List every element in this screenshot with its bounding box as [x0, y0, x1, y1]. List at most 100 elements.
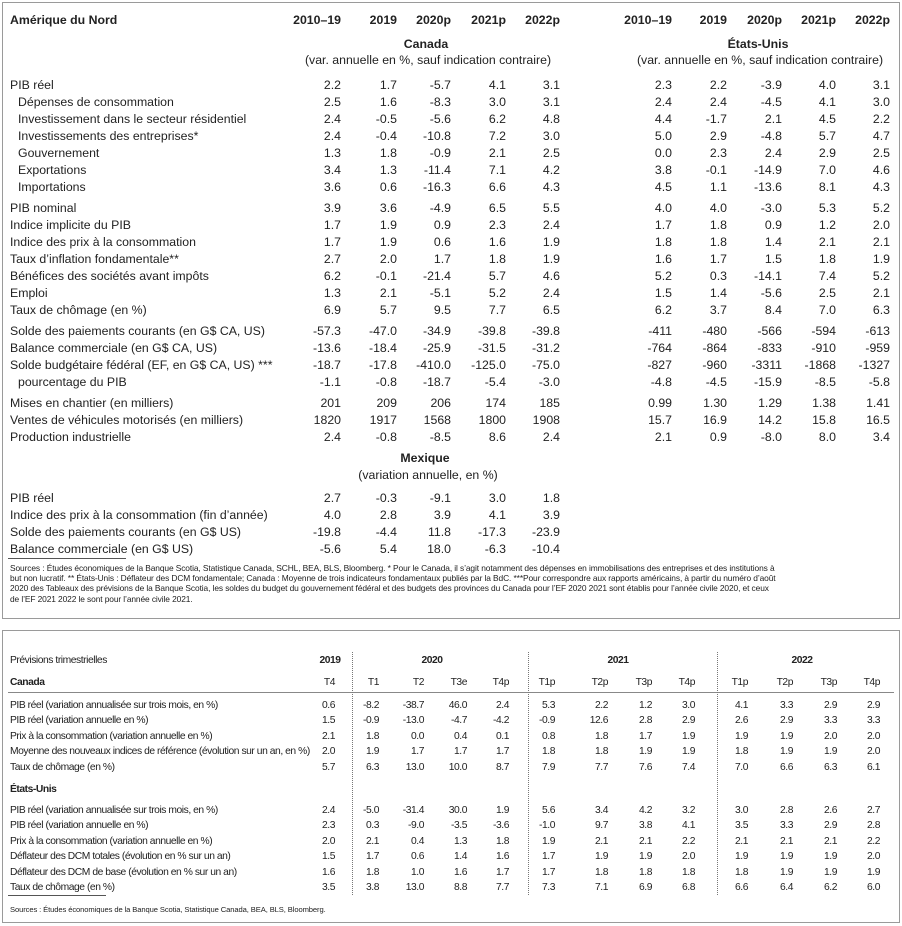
cell: 6.3 — [824, 761, 837, 773]
cell: 4.8 — [542, 112, 560, 126]
cell: 2.9 — [824, 820, 837, 832]
cell: 1.9 — [824, 746, 837, 758]
header-rule — [8, 692, 894, 693]
cell: -18.7 — [312, 358, 341, 372]
cell: 1.8 — [595, 866, 608, 878]
cell: -613 — [865, 324, 890, 338]
cell: 1.5 — [322, 715, 335, 727]
cell: -5.4 — [484, 375, 506, 389]
cell: 3.8 — [639, 820, 652, 832]
cell: 15.7 — [648, 413, 672, 427]
cell: -827 — [647, 358, 672, 372]
cell: 30.0 — [448, 805, 468, 816]
quarterly-table-frame — [2, 630, 900, 923]
cell: 7.0 — [818, 303, 836, 317]
cell: 3.3 — [780, 700, 793, 711]
cell: 1.9 — [379, 218, 397, 232]
cell: -566 — [757, 324, 782, 338]
cell: 185 — [539, 396, 560, 410]
cell: 4.5 — [654, 180, 672, 194]
cell: 6.1 — [867, 761, 880, 773]
cell: 1.9 — [379, 235, 397, 249]
footnote: Sources : Études économiques de la Banqu… — [10, 563, 776, 604]
cell: -833 — [757, 341, 782, 355]
row-label: PIB réel — [10, 78, 54, 92]
cell: -14.9 — [753, 163, 782, 177]
cell: 1.5 — [322, 851, 335, 863]
row-label: Déflateur des DCM totales (évolution en … — [10, 851, 231, 863]
cell: 0.6 — [433, 235, 451, 249]
cell: 8.4 — [764, 303, 782, 317]
row-label: Ventes de véhicules motorisés (en millie… — [10, 413, 244, 427]
cell: -1327 — [858, 358, 890, 372]
cell: 2.1 — [322, 730, 335, 742]
cell: 2.2 — [872, 112, 890, 126]
cell: -9.0 — [408, 820, 424, 832]
cell: 2.3 — [488, 218, 506, 232]
cell: 7.0 — [735, 761, 748, 773]
column-header: T1 — [367, 677, 380, 688]
cell: 1.9 — [872, 252, 890, 266]
row-label: PIB réel (variation annualisée sur trois… — [10, 700, 218, 711]
cell: -31.4 — [402, 805, 425, 816]
cell: 1.9 — [366, 746, 379, 758]
cell: 0.9 — [709, 430, 727, 444]
cell: 1568 — [423, 413, 451, 427]
cell: 6.6 — [780, 761, 793, 773]
cell: -594 — [811, 324, 836, 338]
cell: -960 — [702, 358, 727, 372]
cell: 2.4 — [496, 700, 509, 711]
cell: -0.4 — [375, 129, 397, 143]
cell: 2.0 — [872, 218, 890, 232]
cell: 6.8 — [682, 882, 695, 894]
cell: -4.2 — [493, 715, 509, 727]
source-note: Sources : Études économiques de la Banqu… — [10, 905, 326, 914]
section-name: Canada — [10, 677, 45, 688]
column-header: 2022p — [525, 13, 560, 27]
cell: -39.8 — [531, 324, 560, 338]
cell: -38.7 — [402, 700, 425, 711]
cell: 1.8 — [542, 746, 555, 758]
row-label: PIB réel (variation annuelle en %) — [10, 715, 149, 727]
cell: 3.3 — [867, 715, 880, 727]
cell: -0.3 — [375, 491, 397, 505]
cell: 2.3 — [654, 78, 672, 92]
cell: 4.0 — [709, 201, 727, 215]
cell: -13.0 — [402, 715, 425, 727]
cell: 0.1 — [496, 730, 509, 742]
cell: 3.9 — [323, 201, 341, 215]
column-header: T4p — [863, 677, 881, 688]
cell: 0.6 — [379, 180, 397, 194]
cell: 7.1 — [595, 882, 608, 894]
cell: 2.4 — [542, 218, 560, 232]
cell: 3.1 — [542, 78, 560, 92]
cell: 3.0 — [488, 95, 506, 109]
cell: 2.8 — [780, 805, 793, 816]
cell: 2.1 — [764, 112, 782, 126]
cell: 16.9 — [703, 413, 727, 427]
cell: 1.6 — [654, 252, 672, 266]
cell: 2.4 — [542, 430, 560, 444]
cell: 1.9 — [496, 805, 509, 816]
cell: 3.4 — [595, 805, 608, 816]
row-label: Taux d’inflation fondamentale** — [10, 252, 179, 266]
cell: -4.7 — [451, 715, 467, 727]
cell: 2.5 — [818, 286, 836, 300]
cell: -8.5 — [814, 375, 836, 389]
cell: 0.4 — [411, 835, 424, 847]
cell: 46.0 — [448, 700, 468, 711]
column-header: 2019 — [369, 13, 397, 27]
cell: 0.0 — [411, 730, 424, 742]
cell: 1.9 — [780, 746, 793, 758]
cell: 1.9 — [735, 730, 748, 742]
cell: -39.8 — [477, 324, 506, 338]
cell: 6.2 — [654, 303, 672, 317]
cell: 1.30 — [703, 396, 727, 410]
cell: -34.9 — [422, 324, 451, 338]
cell: -5.6 — [429, 112, 451, 126]
cell: 5.2 — [872, 201, 890, 215]
cell: 1.6 — [379, 95, 397, 109]
cell: 4.6 — [542, 269, 560, 283]
cell: 2.2 — [709, 78, 727, 92]
column-header: 2010–19 — [293, 13, 341, 27]
